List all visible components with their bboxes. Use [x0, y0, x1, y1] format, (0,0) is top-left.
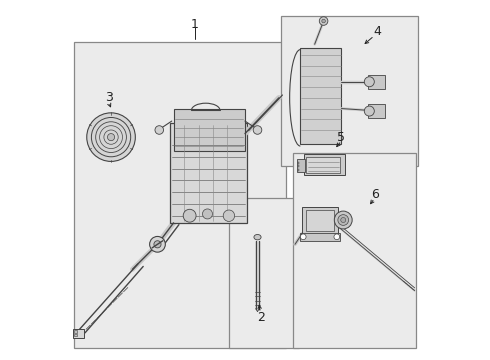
Bar — [302, 207, 338, 234]
Bar — [297, 168, 299, 171]
Bar — [306, 157, 341, 173]
Ellipse shape — [254, 234, 261, 240]
Bar — [306, 210, 334, 231]
Bar — [293, 153, 416, 348]
Circle shape — [154, 241, 161, 248]
Circle shape — [183, 209, 196, 222]
Bar — [281, 16, 418, 166]
Text: 4: 4 — [373, 25, 381, 38]
Circle shape — [341, 217, 346, 222]
Bar — [74, 334, 77, 337]
Circle shape — [334, 234, 340, 240]
Circle shape — [334, 211, 352, 229]
Circle shape — [338, 215, 348, 225]
Circle shape — [149, 237, 165, 252]
Circle shape — [202, 209, 213, 219]
Bar — [300, 48, 342, 144]
Bar — [297, 162, 299, 164]
Bar — [304, 154, 345, 175]
Circle shape — [319, 17, 328, 25]
Bar — [74, 330, 77, 333]
Circle shape — [364, 106, 374, 116]
Circle shape — [87, 113, 135, 161]
Text: 3: 3 — [105, 91, 113, 104]
Bar — [74, 42, 286, 348]
Bar — [297, 159, 305, 172]
Bar — [73, 329, 84, 338]
Text: 5: 5 — [338, 131, 345, 144]
Circle shape — [322, 19, 325, 23]
Circle shape — [223, 210, 235, 221]
Circle shape — [364, 77, 374, 87]
Bar — [173, 109, 245, 152]
Text: 2: 2 — [257, 311, 265, 324]
Bar — [229, 198, 298, 348]
Circle shape — [107, 134, 115, 141]
Circle shape — [253, 126, 262, 134]
Circle shape — [155, 126, 164, 134]
Text: 1: 1 — [191, 18, 199, 31]
Bar — [300, 233, 340, 241]
Bar — [368, 75, 386, 89]
Bar — [170, 123, 247, 223]
Bar — [297, 165, 299, 167]
Text: 6: 6 — [371, 188, 379, 201]
Circle shape — [300, 234, 306, 240]
Bar — [368, 104, 386, 118]
